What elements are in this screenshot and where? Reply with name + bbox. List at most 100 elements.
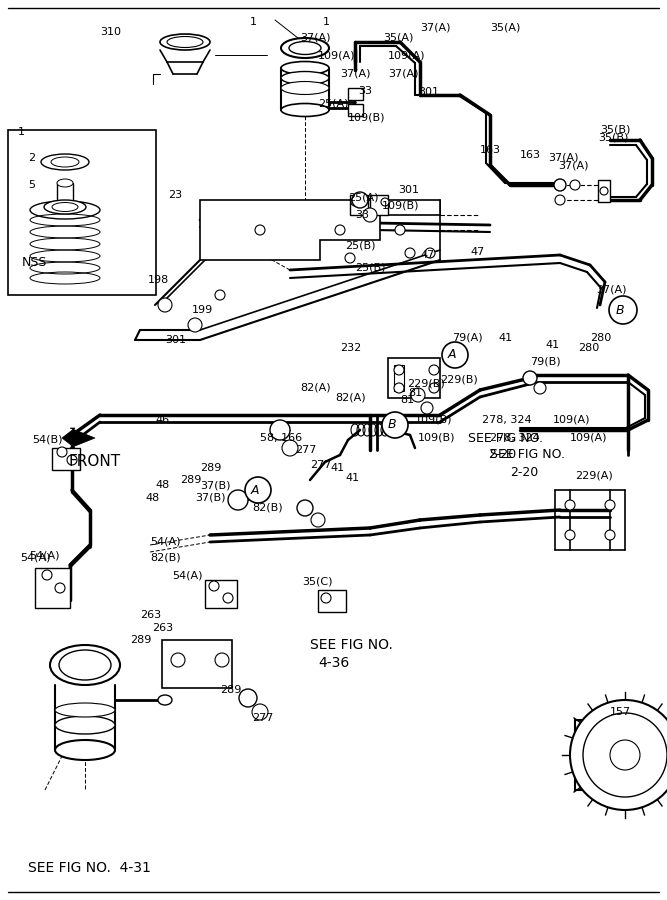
Text: 54(B): 54(B) bbox=[32, 435, 63, 445]
Circle shape bbox=[554, 179, 566, 191]
Bar bbox=[394, 365, 404, 391]
Text: 35(A): 35(A) bbox=[383, 32, 414, 42]
Ellipse shape bbox=[281, 71, 329, 85]
Text: FRONT: FRONT bbox=[68, 454, 120, 470]
Circle shape bbox=[534, 382, 546, 394]
Text: 41: 41 bbox=[330, 463, 344, 473]
Bar bbox=[318, 590, 346, 612]
Text: 58, 166: 58, 166 bbox=[260, 433, 302, 443]
Text: 37(A): 37(A) bbox=[420, 23, 450, 33]
Circle shape bbox=[282, 440, 298, 456]
Bar bbox=[348, 104, 363, 116]
Text: 41: 41 bbox=[345, 473, 359, 483]
Text: 1: 1 bbox=[323, 17, 330, 27]
Text: 163: 163 bbox=[480, 145, 501, 155]
Text: 232: 232 bbox=[340, 343, 362, 353]
Text: 301: 301 bbox=[418, 87, 439, 97]
Text: 82(A): 82(A) bbox=[300, 383, 331, 393]
Circle shape bbox=[411, 388, 425, 402]
Text: 277: 277 bbox=[295, 445, 316, 455]
Text: 5: 5 bbox=[28, 180, 35, 190]
Bar bbox=[8, 130, 156, 295]
Circle shape bbox=[394, 383, 404, 393]
Text: B: B bbox=[388, 418, 396, 431]
Text: 109(A): 109(A) bbox=[318, 50, 356, 60]
Circle shape bbox=[209, 581, 219, 591]
Circle shape bbox=[335, 225, 345, 235]
Text: 229(B): 229(B) bbox=[407, 378, 445, 388]
Text: 54(A): 54(A) bbox=[20, 553, 51, 563]
Text: 35(A): 35(A) bbox=[490, 23, 520, 33]
Circle shape bbox=[425, 248, 435, 258]
Bar bbox=[388, 358, 440, 398]
Circle shape bbox=[311, 513, 325, 527]
Ellipse shape bbox=[30, 201, 100, 219]
Circle shape bbox=[382, 412, 408, 438]
Ellipse shape bbox=[52, 202, 78, 211]
Text: 37(B): 37(B) bbox=[200, 480, 231, 490]
Ellipse shape bbox=[167, 37, 203, 48]
Text: 33: 33 bbox=[358, 86, 372, 96]
Text: 278, 324: 278, 324 bbox=[482, 415, 532, 425]
Text: SEE FIG NO.  4-31: SEE FIG NO. 4-31 bbox=[28, 861, 151, 875]
Text: 41: 41 bbox=[545, 340, 559, 350]
Circle shape bbox=[57, 447, 67, 457]
Bar bbox=[52, 448, 80, 470]
Text: 35(B): 35(B) bbox=[598, 133, 628, 143]
Text: 25(A): 25(A) bbox=[348, 193, 378, 203]
Ellipse shape bbox=[289, 41, 321, 55]
Ellipse shape bbox=[281, 61, 329, 75]
Text: 277: 277 bbox=[310, 460, 331, 470]
Circle shape bbox=[442, 342, 468, 368]
Circle shape bbox=[351, 198, 359, 206]
Circle shape bbox=[583, 713, 667, 797]
Text: 280: 280 bbox=[578, 343, 599, 353]
Circle shape bbox=[223, 593, 233, 603]
Text: 47: 47 bbox=[470, 247, 484, 257]
Circle shape bbox=[228, 490, 248, 510]
Text: 37(A): 37(A) bbox=[596, 285, 626, 295]
Text: 289: 289 bbox=[200, 463, 221, 473]
Text: 109(A): 109(A) bbox=[570, 433, 608, 443]
Circle shape bbox=[215, 290, 225, 300]
Ellipse shape bbox=[350, 105, 360, 115]
Circle shape bbox=[215, 653, 229, 667]
Text: 289: 289 bbox=[220, 685, 241, 695]
Ellipse shape bbox=[281, 104, 329, 116]
Text: 280: 280 bbox=[590, 333, 611, 343]
Text: 25(A): 25(A) bbox=[318, 99, 348, 109]
Text: 25(B): 25(B) bbox=[355, 263, 386, 273]
Circle shape bbox=[255, 225, 265, 235]
Ellipse shape bbox=[50, 645, 120, 685]
Circle shape bbox=[270, 420, 290, 440]
Circle shape bbox=[405, 248, 415, 258]
Circle shape bbox=[321, 593, 331, 603]
Text: NSS: NSS bbox=[22, 256, 47, 268]
Text: 37(B): 37(B) bbox=[195, 493, 225, 503]
Text: 109(A): 109(A) bbox=[388, 50, 426, 60]
Ellipse shape bbox=[158, 695, 172, 705]
Bar bbox=[35, 568, 70, 608]
Text: 79(A): 79(A) bbox=[452, 333, 483, 343]
Text: 82(B): 82(B) bbox=[252, 503, 283, 513]
Circle shape bbox=[42, 570, 52, 580]
Text: 46: 46 bbox=[155, 415, 169, 425]
Text: 54(A): 54(A) bbox=[29, 550, 59, 560]
Circle shape bbox=[252, 704, 268, 720]
Bar bbox=[57, 183, 73, 205]
Text: 310: 310 bbox=[100, 27, 121, 37]
Text: 289: 289 bbox=[130, 635, 151, 645]
Circle shape bbox=[565, 530, 575, 540]
Text: 35(B): 35(B) bbox=[600, 125, 630, 135]
Text: 2-20: 2-20 bbox=[510, 465, 538, 479]
Text: 37(A): 37(A) bbox=[340, 68, 370, 78]
Text: A: A bbox=[251, 483, 259, 497]
Text: 109(B): 109(B) bbox=[348, 113, 386, 123]
Ellipse shape bbox=[281, 82, 329, 94]
Ellipse shape bbox=[59, 650, 111, 680]
Ellipse shape bbox=[44, 200, 86, 214]
Text: 23: 23 bbox=[168, 190, 182, 200]
Text: 37(A): 37(A) bbox=[548, 153, 578, 163]
Text: 37(A): 37(A) bbox=[388, 68, 418, 78]
Ellipse shape bbox=[51, 157, 79, 167]
